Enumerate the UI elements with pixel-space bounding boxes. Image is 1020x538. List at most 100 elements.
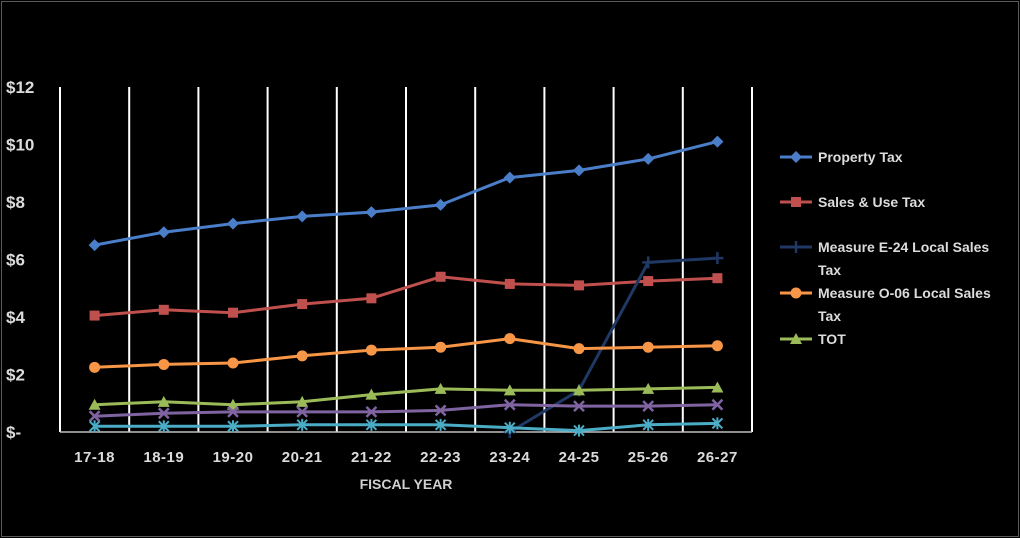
data-point-marker <box>296 418 308 431</box>
legend-label: Measure O-06 Local Sales Tax <box>818 285 991 324</box>
series-line <box>94 337 718 369</box>
y-tick-label: $10 <box>6 136 34 155</box>
data-point-marker <box>365 388 378 400</box>
data-point-marker <box>503 171 516 184</box>
data-point-marker <box>711 381 724 393</box>
data-point-marker <box>365 344 377 356</box>
x-tick-label: 20-21 <box>282 449 323 466</box>
data-point-marker <box>158 304 169 315</box>
data-point-marker <box>711 417 724 430</box>
x-tick-label: 24-25 <box>559 449 600 466</box>
legend-item: Sales & Use Tax <box>780 194 925 210</box>
x-tick-label: 25-26 <box>628 449 669 466</box>
data-point-marker <box>435 271 446 282</box>
data-point-marker <box>435 341 447 353</box>
x-tick-labels: 17-18 18-19 19-20 20-21 21-22 22-23 23-24 24-25… <box>74 449 738 466</box>
data-point-marker <box>157 395 170 407</box>
legend-item: TOT <box>780 331 846 347</box>
legend-label: TOT <box>818 331 846 347</box>
x-tick-label: 18-19 <box>143 449 184 466</box>
data-point-marker <box>89 361 101 373</box>
series-4 <box>88 381 724 410</box>
x-tick-label: 23-24 <box>489 449 530 466</box>
data-point-marker <box>573 164 585 177</box>
y-tick-labels: $12 $10 $8 $6 $4 $2 $- <box>6 78 34 442</box>
data-point-marker <box>434 418 447 431</box>
data-point-marker <box>643 276 654 287</box>
data-point-marker <box>503 398 516 411</box>
data-point-marker <box>296 395 309 407</box>
data-point-marker <box>504 333 516 345</box>
data-point-marker <box>503 384 516 396</box>
data-point-marker <box>711 252 724 265</box>
data-point-marker <box>88 398 101 410</box>
legend-item: Measure O-06 Local Sales Tax <box>780 285 991 324</box>
data-point-marker <box>711 135 724 148</box>
y-tick-label: $6 <box>6 251 25 270</box>
legend-item: Measure E-24 Local Sales Tax <box>780 239 989 278</box>
x-tick-label: 19-20 <box>213 449 254 466</box>
data-point-marker <box>228 307 238 318</box>
data-point-marker <box>434 382 447 394</box>
data-point-marker <box>297 299 308 310</box>
data-point-marker <box>642 382 655 394</box>
data-point-marker <box>227 405 239 418</box>
data-point-marker <box>711 398 724 411</box>
series-1 <box>89 271 723 321</box>
data-point-marker <box>642 152 655 165</box>
data-point-marker <box>157 226 170 239</box>
series-line <box>94 385 718 407</box>
data-point-marker <box>573 384 585 396</box>
data-point-marker <box>227 357 239 369</box>
legend-swatch-marker <box>790 287 802 299</box>
y-tick-label: $- <box>6 423 21 442</box>
series-line <box>94 275 718 318</box>
x-tick-label: 22-23 <box>420 449 461 466</box>
series-0 <box>88 135 724 252</box>
data-point-marker <box>504 421 516 434</box>
data-point-marker <box>158 420 170 433</box>
series-line <box>94 421 718 433</box>
data-point-marker <box>642 418 654 431</box>
data-point-marker <box>573 400 585 413</box>
data-point-marker <box>158 358 170 370</box>
data-point-marker <box>88 239 101 252</box>
data-point-marker <box>88 420 101 433</box>
data-point-marker <box>434 198 447 211</box>
y-tick-label: $2 <box>6 366 25 385</box>
data-point-marker <box>227 398 239 410</box>
data-point-marker <box>573 424 585 437</box>
series-line <box>94 403 718 418</box>
data-point-marker <box>365 206 378 219</box>
data-point-marker <box>642 400 655 413</box>
legend-label: Sales & Use Tax <box>818 194 925 210</box>
data-point-marker <box>366 293 377 304</box>
legend-item: Property Tax <box>780 149 903 165</box>
series-line <box>94 140 718 247</box>
legend-swatch-marker <box>790 151 802 163</box>
series-3 <box>89 333 723 373</box>
x-tick-label: 21-22 <box>351 449 392 466</box>
series-5 <box>88 398 724 423</box>
data-point-marker <box>296 405 309 418</box>
data-point-marker <box>296 210 309 223</box>
legend-swatch-marker <box>790 241 802 253</box>
legend: Property Tax Sales & Use Tax Measure E-24 … <box>780 149 991 347</box>
legend-label: Measure E-24 Local Sales Tax <box>818 239 989 278</box>
gridlines <box>59 87 753 432</box>
y-tick-label: $8 <box>6 193 25 212</box>
legend-swatch-marker <box>790 333 802 344</box>
data-point-marker <box>89 310 100 321</box>
legend-swatch-marker <box>791 197 801 207</box>
data-point-marker <box>642 256 655 269</box>
data-point-marker <box>227 217 239 230</box>
data-point-marker <box>227 420 239 433</box>
legend-label: Property Tax <box>818 149 903 165</box>
x-tick-label: 26-27 <box>697 449 738 466</box>
data-point-marker <box>434 404 447 417</box>
data-point-marker <box>157 407 170 420</box>
data-point-marker <box>642 341 654 353</box>
